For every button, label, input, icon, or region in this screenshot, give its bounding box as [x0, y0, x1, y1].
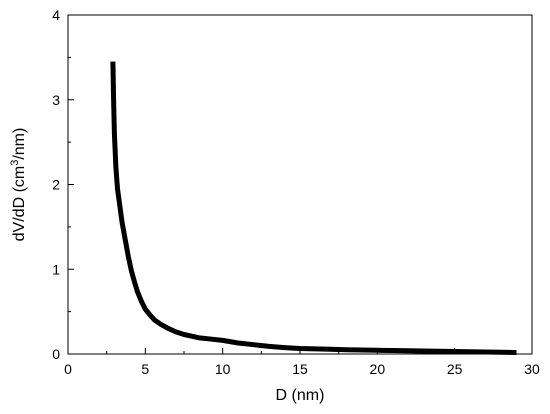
x-tick-label: 5	[141, 361, 149, 377]
y-tick-label: 1	[52, 261, 60, 277]
x-tick-label: 15	[292, 361, 308, 377]
y-tick-label: 0	[52, 346, 60, 362]
x-tick-label: 0	[64, 361, 72, 377]
y-axis-ticks: 0 1 2 3 4	[52, 7, 74, 362]
y-axis-title-before: dV/dD (cm	[11, 166, 28, 242]
y-tick-label: 2	[52, 177, 60, 193]
plot-border	[67, 14, 533, 355]
x-tick-label: 10	[215, 361, 231, 377]
series-layer	[110, 61, 517, 355]
x-axis-title: D (nm)	[276, 387, 325, 404]
plot-frame	[67, 14, 533, 355]
y-axis-title-superscript: 3	[9, 160, 21, 166]
y-tick-label: 3	[52, 92, 60, 108]
y-tick-label: 4	[52, 7, 60, 23]
series-line	[110, 61, 517, 355]
y-axis-title: dV/dD (cm3/nm)	[9, 128, 28, 242]
y-axis-title-after: /nm)	[11, 128, 28, 160]
x-tick-label: 30	[524, 361, 540, 377]
x-tick-label: 20	[370, 361, 386, 377]
x-tick-label: 25	[447, 361, 463, 377]
